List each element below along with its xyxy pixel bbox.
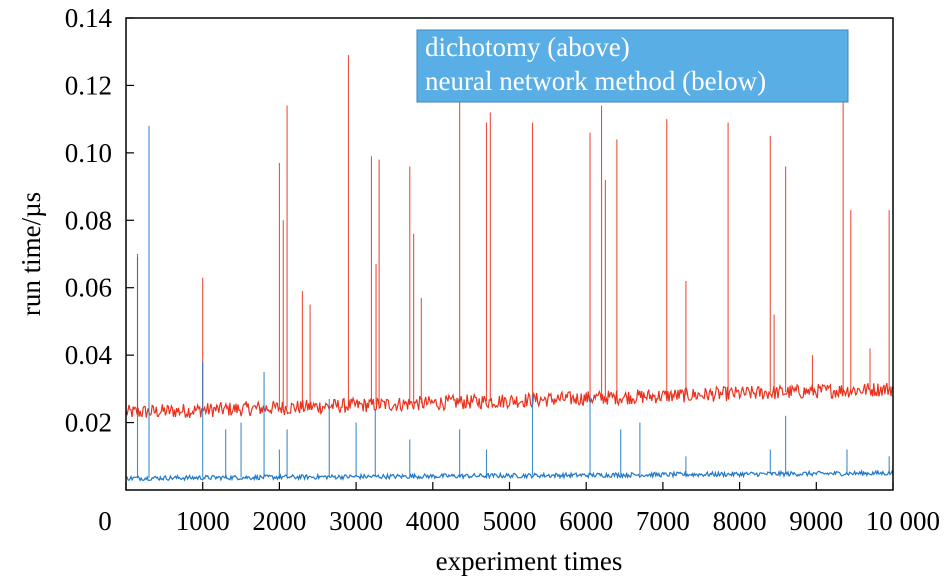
y-tick-label: 0.12 (65, 70, 112, 100)
x-axis-title: experiment times (436, 546, 623, 576)
x-tick-label: 4000 (406, 506, 460, 536)
y-axis-ticks: 0.02 0.04 0.06 0.08 0.10 0.12 0.14 (65, 3, 134, 438)
y-axis-title: run time/µs (16, 192, 46, 316)
x-tick-label: 7000 (636, 506, 690, 536)
y-tick-label: 0.08 (65, 205, 112, 235)
x-tick-label: 0 (98, 506, 112, 536)
x-tick-label: 8000 (713, 506, 767, 536)
legend-entry-dichotomy: dichotomy (above) (425, 32, 630, 62)
x-tick-label: 5000 (483, 506, 537, 536)
x-tick-label: 1000 (176, 506, 230, 536)
x-tick-label: 10 000 (866, 506, 940, 536)
legend-box (416, 29, 849, 103)
x-axis-ticks: 0 1000 2000 3000 4000 5000 6000 7000 8000 9000 10 … (98, 482, 940, 536)
x-tick-label: 2000 (252, 506, 306, 536)
series-dichotomy (125, 55, 894, 418)
series-baseline-line (125, 468, 894, 482)
series-neural-network (125, 125, 894, 482)
plot-traces (125, 55, 894, 482)
series-baseline-line (125, 382, 894, 418)
y-tick-label: 0.14 (65, 3, 113, 33)
x-tick-label: 9000 (789, 506, 843, 536)
legend-entry-neural-network: neural network method (below) (425, 66, 766, 96)
y-tick-label: 0.04 (65, 340, 113, 370)
y-tick-label: 0.10 (65, 138, 112, 168)
y-tick-label: 0.06 (65, 273, 112, 303)
legend: dichotomy (above) neural network method … (416, 29, 849, 103)
x-tick-label: 6000 (559, 506, 613, 536)
x-tick-label: 3000 (329, 506, 383, 536)
y-tick-label: 0.02 (65, 408, 112, 438)
